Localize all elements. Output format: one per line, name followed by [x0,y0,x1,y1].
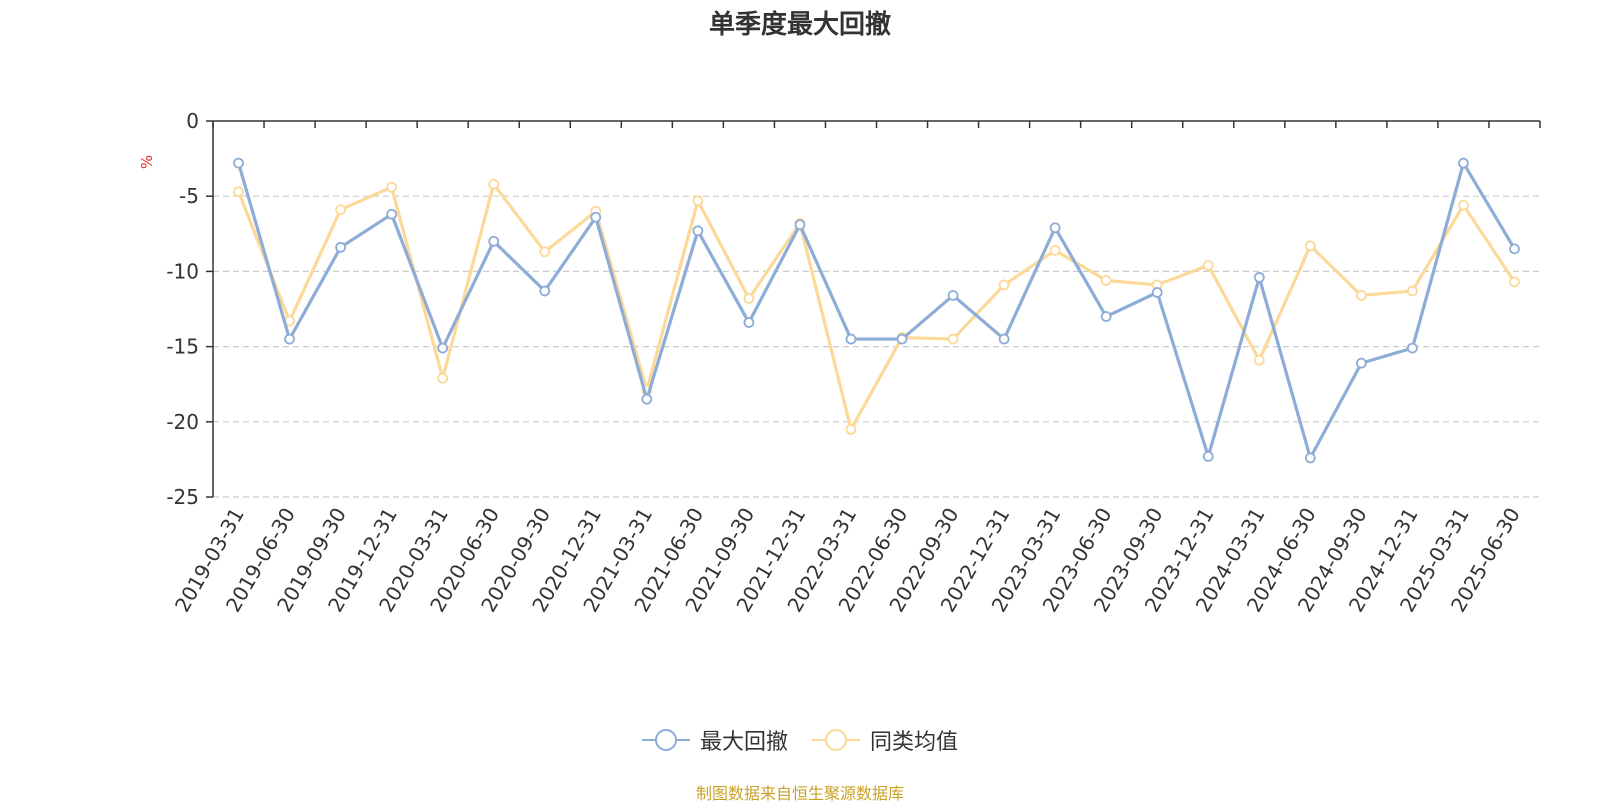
data-point[interactable] [437,372,449,384]
data-point[interactable] [845,423,857,435]
legend-item-category-average[interactable]: 同类均值 [812,724,958,756]
series-max-drawdown-line [236,161,1516,460]
series-max-drawdown [233,157,1520,464]
y-tick-label: -5 [179,184,199,208]
data-point[interactable] [998,279,1010,291]
y-axis-unit-label: % [138,155,156,169]
data-point[interactable] [1100,275,1112,286]
data-point[interactable] [1202,259,1214,271]
data-point[interactable] [233,157,244,169]
y-axis-ticks: 0 -5 -10 -15 -20 -25 [166,109,213,509]
y-tick-label: 0 [186,109,199,133]
data-point[interactable] [1458,199,1469,211]
legend: 最大回撤 同类均值 [0,724,1600,756]
data-point[interactable] [692,195,704,207]
data-point[interactable] [1407,342,1418,354]
data-point[interactable] [692,225,704,237]
series-category-average [233,178,1520,435]
legend-label-category-average: 同类均值 [870,730,959,755]
data-point[interactable] [539,246,551,258]
data-point[interactable] [539,285,551,297]
data-point[interactable] [335,204,346,216]
data-point[interactable] [1458,157,1469,169]
data-point[interactable] [743,317,755,328]
data-point[interactable] [437,342,449,354]
data-point[interactable] [1509,243,1520,255]
data-point[interactable] [947,333,959,345]
data-point[interactable] [1304,240,1316,252]
data-point[interactable] [1049,222,1061,234]
data-point[interactable] [1355,290,1367,301]
data-point[interactable] [233,186,244,198]
data-point[interactable] [743,293,755,304]
data-point[interactable] [284,333,295,345]
data-point[interactable] [1253,272,1265,283]
data-point[interactable] [845,333,857,345]
data-point[interactable] [386,208,398,220]
legend-marker-category-average-icon [812,729,860,751]
line-chart: % 0-5-10-15-20-25 2019-03-312019-06-3020… [138,109,1541,616]
chart-title: 单季度最大回撤 [708,10,891,40]
data-point[interactable] [1100,311,1112,322]
data-point[interactable] [335,241,346,253]
legend-label-max-drawdown: 最大回撤 [699,730,788,755]
y-tick-label: -10 [166,259,199,283]
data-point[interactable] [896,333,908,345]
data-point[interactable] [1202,450,1214,462]
data-point[interactable] [386,181,398,193]
data-point[interactable] [488,235,500,247]
data-point[interactable] [1407,285,1418,297]
data-point[interactable] [488,178,500,190]
legend-marker-max-drawdown-icon [641,729,690,751]
series-category-average-line [237,182,1516,431]
data-point[interactable] [998,333,1010,345]
series-layer [233,157,1520,464]
data-point[interactable] [641,393,653,405]
data-point[interactable] [1253,354,1265,366]
grid-lines [213,195,1540,498]
data-point[interactable] [1049,244,1061,256]
data-point[interactable] [1151,287,1163,298]
source-note: 制图数据来自恒生聚源数据库 [695,784,904,803]
data-point[interactable] [1355,357,1367,369]
y-tick-label: -20 [166,410,199,434]
data-point[interactable] [947,290,959,301]
y-tick-label: -15 [166,335,199,359]
data-point[interactable] [1304,452,1316,464]
y-tick-label: -25 [166,485,199,509]
legend-item-max-drawdown[interactable]: 最大回撤 [641,724,788,756]
data-point[interactable] [590,211,602,223]
data-point[interactable] [794,219,806,231]
data-point[interactable] [1509,276,1520,288]
axes [212,120,1540,497]
